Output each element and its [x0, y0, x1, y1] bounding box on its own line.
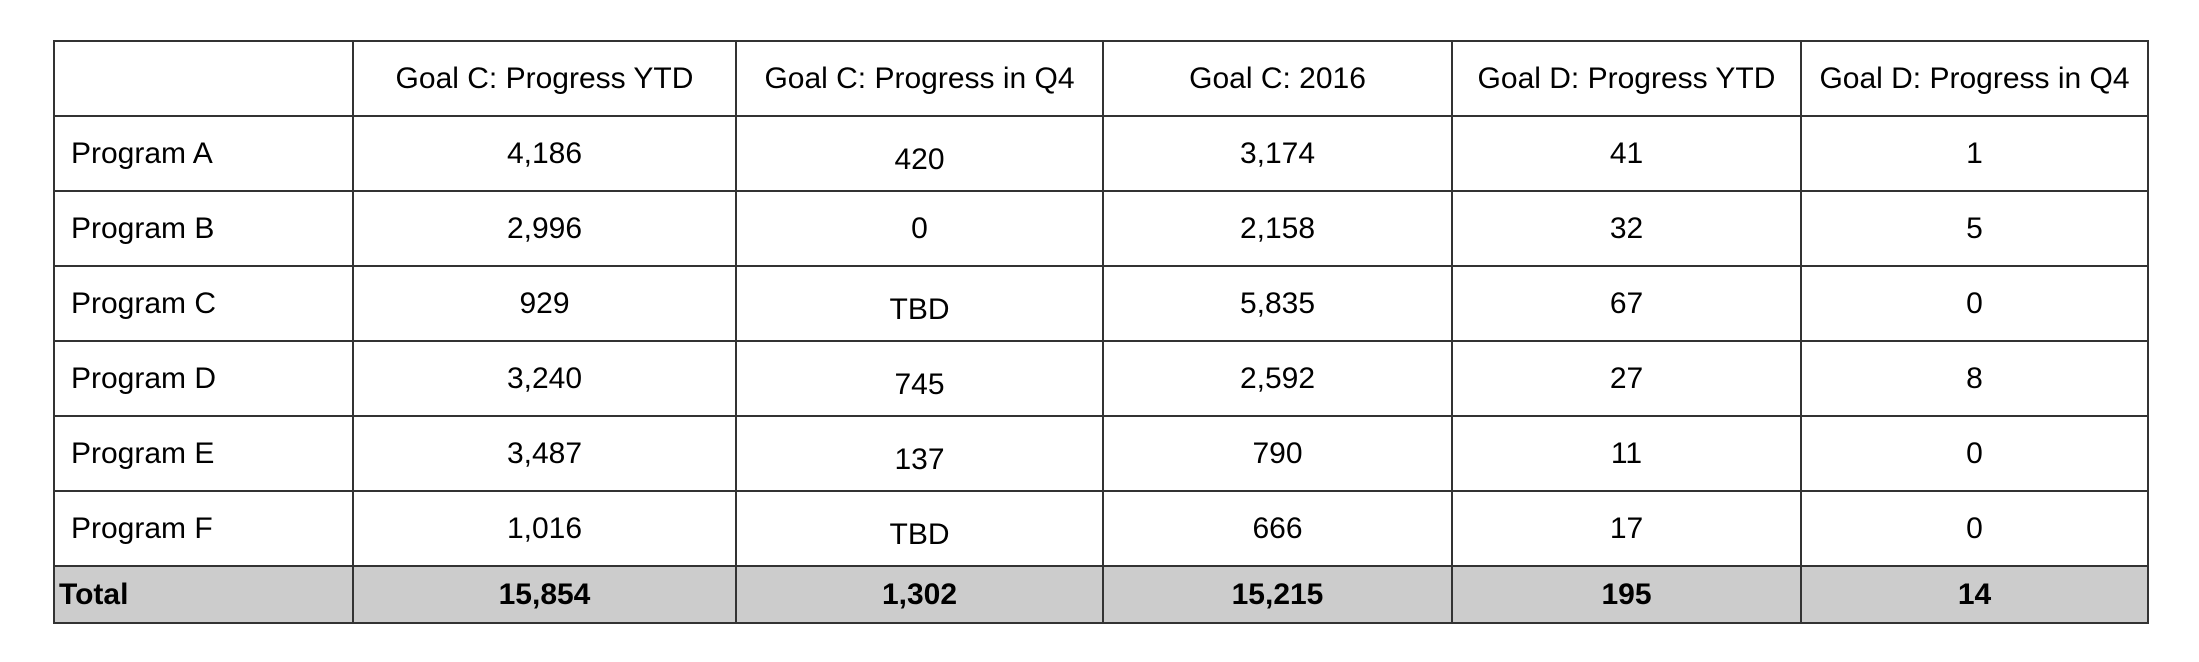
total-label: Total — [53, 565, 354, 624]
table-cell: 32 — [1451, 190, 1802, 267]
table-cell: 0 — [1800, 265, 2149, 342]
table-cell: 5,835 — [1102, 265, 1453, 342]
table-cell: 0 — [735, 190, 1104, 267]
table-cell: 420 — [735, 115, 1104, 192]
table-row: Program B 2,996 0 2,158 32 5 — [53, 190, 2149, 267]
total-cell: 15,854 — [352, 565, 737, 624]
table-cell: 0 — [1800, 490, 2149, 567]
header-row: Goal C: Progress YTD Goal C: Progress in… — [53, 40, 2149, 117]
table-cell: 666 — [1102, 490, 1453, 567]
table-cell: 8 — [1800, 340, 2149, 417]
table-cell: 17 — [1451, 490, 1802, 567]
table-row: Program A 4,186 420 3,174 41 1 — [53, 115, 2149, 192]
table-cell: 929 — [352, 265, 737, 342]
table-cell: 137 — [735, 415, 1104, 492]
header-cell: Goal D: Progress in Q4 — [1800, 40, 2149, 117]
header-cell-empty — [53, 40, 354, 117]
header-cell: Goal C: 2016 — [1102, 40, 1453, 117]
total-row: Total 15,854 1,302 15,215 195 14 — [53, 565, 2149, 624]
row-label: Program A — [53, 115, 354, 192]
goal-progress-table: Goal C: Progress YTD Goal C: Progress in… — [53, 40, 2149, 624]
table-cell: 0 — [1800, 415, 2149, 492]
total-cell: 1,302 — [735, 565, 1104, 624]
table-cell: 2,592 — [1102, 340, 1453, 417]
table-cell: 745 — [735, 340, 1104, 417]
total-cell: 15,215 — [1102, 565, 1453, 624]
header-cell: Goal C: Progress YTD — [352, 40, 737, 117]
table-cell: 3,487 — [352, 415, 737, 492]
table-cell: 1,016 — [352, 490, 737, 567]
table-row: Program C 929 TBD 5,835 67 0 — [53, 265, 2149, 342]
data-table-container: Goal C: Progress YTD Goal C: Progress in… — [53, 40, 2149, 624]
row-label: Program D — [53, 340, 354, 417]
table-cell: 3,174 — [1102, 115, 1453, 192]
table-row: Program F 1,016 TBD 666 17 0 — [53, 490, 2149, 567]
table-cell: 790 — [1102, 415, 1453, 492]
cell-value: 745 — [894, 367, 945, 401]
table-row: Program E 3,487 137 790 11 0 — [53, 415, 2149, 492]
cell-value: 137 — [894, 442, 945, 476]
table-cell: 27 — [1451, 340, 1802, 417]
row-label: Program C — [53, 265, 354, 342]
table-cell: 1 — [1800, 115, 2149, 192]
total-cell: 14 — [1800, 565, 2149, 624]
header-cell: Goal D: Progress YTD — [1451, 40, 1802, 117]
row-label: Program B — [53, 190, 354, 267]
row-label: Program E — [53, 415, 354, 492]
table-cell: 2,158 — [1102, 190, 1453, 267]
table-cell: 11 — [1451, 415, 1802, 492]
header-cell: Goal C: Progress in Q4 — [735, 40, 1104, 117]
table-cell: 5 — [1800, 190, 2149, 267]
table-cell: 2,996 — [352, 190, 737, 267]
table-cell: TBD — [735, 265, 1104, 342]
table-cell: 67 — [1451, 265, 1802, 342]
cell-value: TBD — [889, 517, 950, 551]
table-cell: 4,186 — [352, 115, 737, 192]
total-cell: 195 — [1451, 565, 1802, 624]
cell-value: TBD — [889, 292, 950, 326]
row-label: Program F — [53, 490, 354, 567]
table-row: Program D 3,240 745 2,592 27 8 — [53, 340, 2149, 417]
table-cell: TBD — [735, 490, 1104, 567]
table-cell: 41 — [1451, 115, 1802, 192]
table-cell: 3,240 — [352, 340, 737, 417]
cell-value: 420 — [894, 142, 945, 176]
